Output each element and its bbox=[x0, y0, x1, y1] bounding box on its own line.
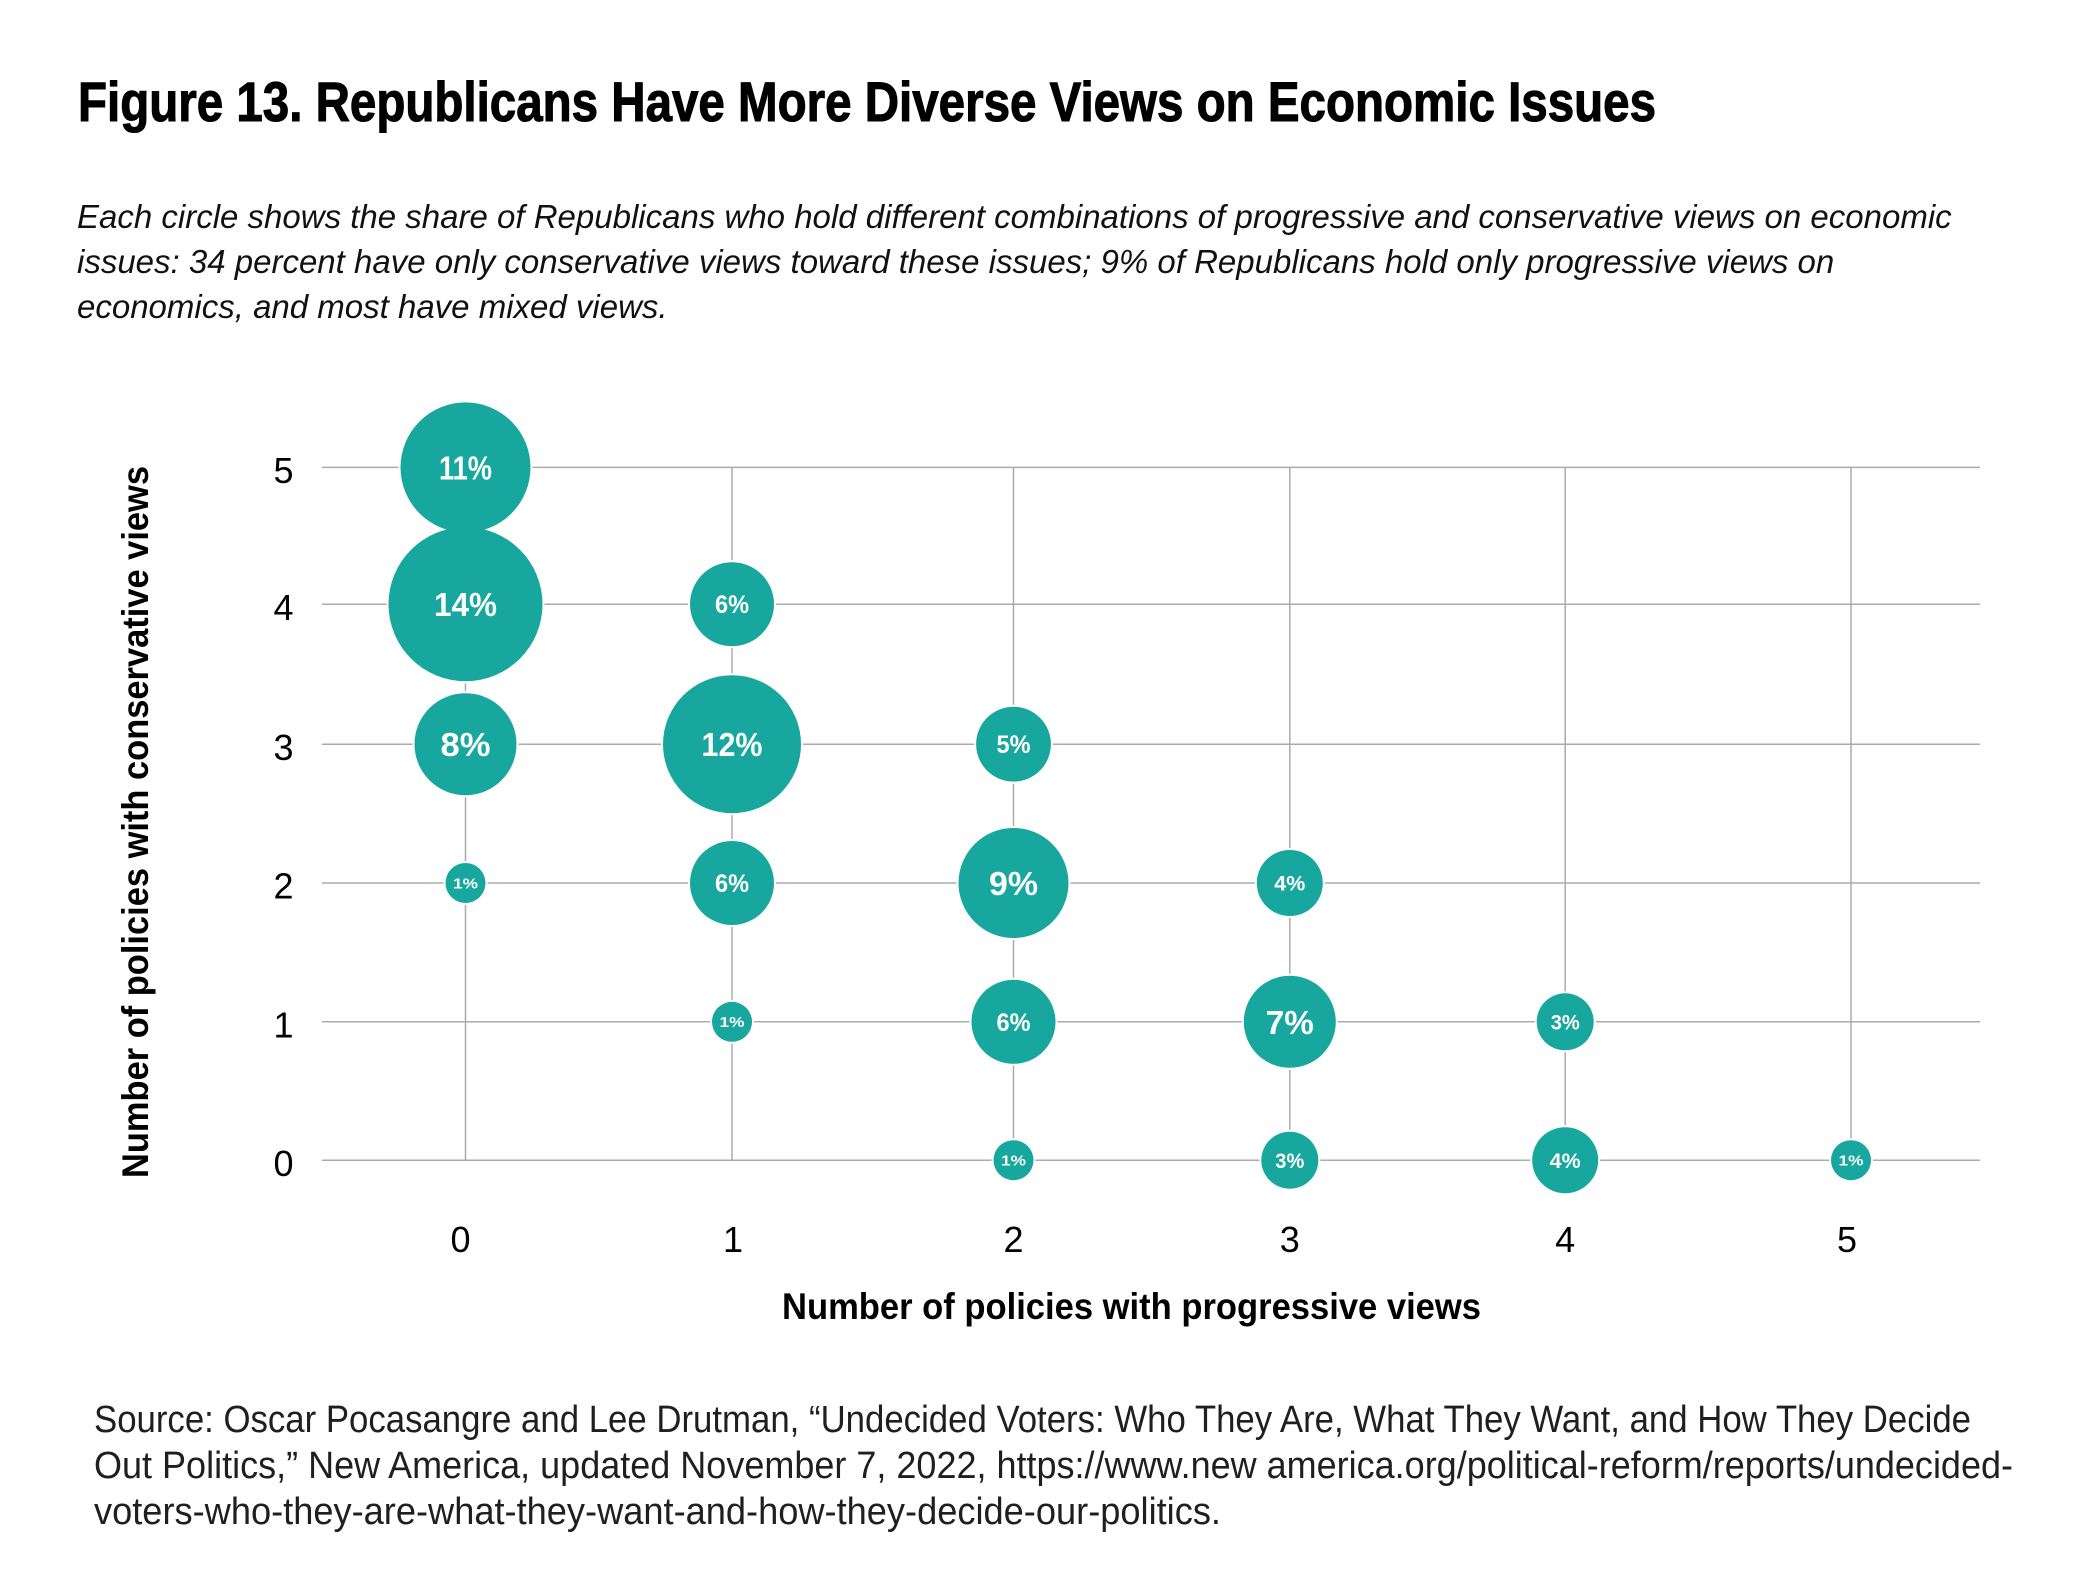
svg-text:1%: 1% bbox=[720, 1014, 745, 1031]
svg-text:1: 1 bbox=[723, 1219, 743, 1260]
svg-text:Each circle shows the share of: Each circle shows the share of Republica… bbox=[77, 198, 1952, 235]
svg-text:4%: 4% bbox=[1274, 873, 1305, 896]
svg-text:1%: 1% bbox=[1839, 1153, 1864, 1170]
svg-text:9%: 9% bbox=[989, 865, 1038, 902]
svg-text:6%: 6% bbox=[715, 870, 749, 898]
svg-text:4: 4 bbox=[273, 587, 293, 628]
svg-text:0: 0 bbox=[273, 1143, 293, 1184]
svg-text:Out Politics,” New America, up: Out Politics,” New America, updated Nove… bbox=[94, 1445, 2013, 1487]
svg-text:4%: 4% bbox=[1550, 1150, 1581, 1173]
svg-text:1%: 1% bbox=[453, 875, 478, 892]
svg-text:3: 3 bbox=[273, 727, 293, 768]
svg-text:11%: 11% bbox=[439, 449, 492, 486]
svg-text:2: 2 bbox=[1003, 1219, 1023, 1260]
svg-text:voters-who-they-are-what-they-: voters-who-they-are-what-they-want-and-h… bbox=[94, 1491, 1221, 1533]
svg-text:3%: 3% bbox=[1551, 1011, 1580, 1034]
svg-text:Figure 13. Republicans Have Mo: Figure 13. Republicans Have More Diverse… bbox=[78, 70, 1656, 133]
svg-text:Number of policies with conser: Number of policies with conservative vie… bbox=[115, 466, 156, 1178]
svg-text:5: 5 bbox=[273, 450, 293, 491]
svg-text:3%: 3% bbox=[1275, 1150, 1304, 1173]
svg-text:3: 3 bbox=[1280, 1219, 1300, 1260]
svg-text:5: 5 bbox=[1837, 1219, 1857, 1260]
svg-text:1: 1 bbox=[273, 1004, 293, 1045]
svg-text:0: 0 bbox=[450, 1219, 470, 1260]
svg-text:8%: 8% bbox=[441, 726, 491, 763]
svg-text:5%: 5% bbox=[997, 731, 1031, 759]
svg-text:4: 4 bbox=[1555, 1219, 1575, 1260]
svg-text:7%: 7% bbox=[1266, 1004, 1314, 1041]
svg-text:14%: 14% bbox=[434, 586, 497, 623]
svg-text:economics, and most have mixed: economics, and most have mixed views. bbox=[77, 288, 668, 325]
svg-text:issues: 34 percent have only c: issues: 34 percent have only conservativ… bbox=[77, 243, 1834, 280]
svg-text:6%: 6% bbox=[997, 1009, 1031, 1037]
svg-text:2: 2 bbox=[273, 866, 293, 907]
svg-text:6%: 6% bbox=[715, 591, 749, 619]
svg-text:Number of policies with progre: Number of policies with progressive view… bbox=[782, 1286, 1481, 1327]
svg-text:Source: Oscar Pocasangre and L: Source: Oscar Pocasangre and Lee Drutman… bbox=[94, 1399, 1971, 1441]
svg-text:12%: 12% bbox=[702, 726, 763, 763]
svg-text:1%: 1% bbox=[1001, 1153, 1026, 1170]
